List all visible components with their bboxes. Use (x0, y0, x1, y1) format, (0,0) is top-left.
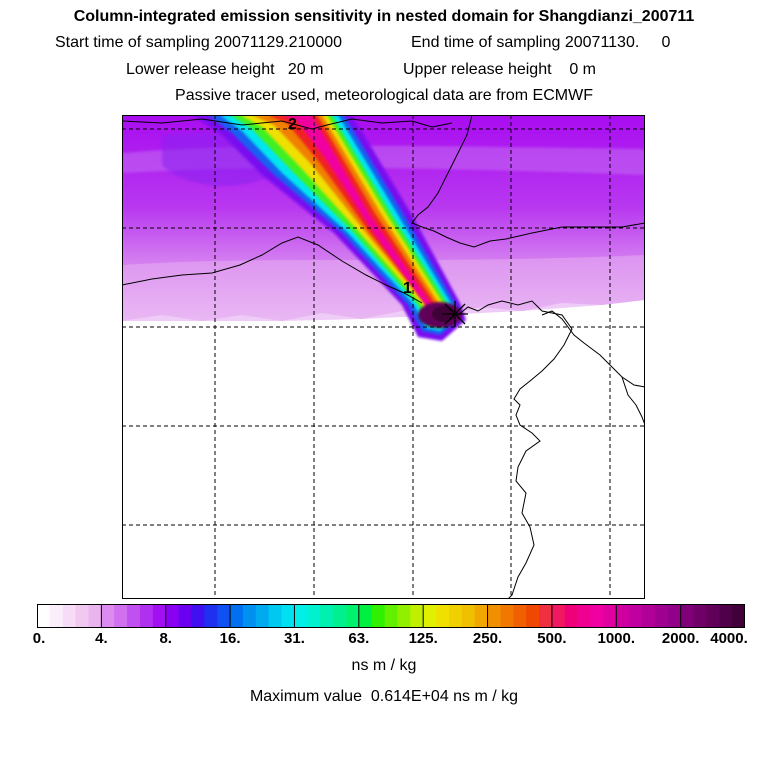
maximum-value-label: Maximum value 0.614E+04 ns m / kg (249, 688, 519, 705)
colorbar-cell (165, 604, 180, 628)
colorbar-tick-label: 16. (219, 630, 241, 647)
colorbar-cell (706, 604, 720, 628)
colorbar-cell (49, 604, 64, 628)
colorbar-cell (281, 604, 296, 628)
colorbar-cell (423, 604, 437, 628)
graticule (122, 115, 645, 599)
colorbar-cell (732, 604, 745, 628)
lower-release-height-label: Lower release height 20 m (126, 61, 324, 78)
colorbar-cell (88, 604, 102, 628)
colorbar-cell (242, 604, 257, 628)
units-label: ns m / kg (351, 657, 417, 674)
colorbar (37, 604, 745, 628)
colorbar-cell (191, 604, 205, 628)
border-line (122, 236, 423, 304)
colorbar-cell (268, 604, 283, 628)
colorbar-cell (436, 604, 450, 628)
start-time-label: Start time of sampling 20071129.210000 (55, 34, 343, 51)
colorbar-cell (461, 604, 476, 628)
coastline (411, 115, 645, 248)
colorbar-cell (564, 604, 579, 628)
colorbar-tick-label: 250. (472, 630, 503, 647)
colorbar-tick-label: 4. (95, 630, 108, 647)
colorbar-cell (551, 604, 566, 628)
colorbar-cell (513, 604, 527, 628)
colorbar-cell (217, 604, 231, 628)
colorbar-cell (178, 604, 193, 628)
colorbar-cell (487, 604, 502, 628)
colorbar-cell (320, 604, 334, 628)
colorbar-cell (139, 604, 154, 628)
colorbar-cell (204, 604, 218, 628)
colorbar-cell (255, 604, 270, 628)
colorbar-cell (719, 604, 733, 628)
colorbar-cell (577, 604, 592, 628)
colorbar-cell (62, 604, 77, 628)
colorbar-cell (358, 604, 373, 628)
plume-layer-magenta (282, 115, 436, 316)
upper-release-height-label: Upper release height 0 m (403, 61, 596, 78)
colorbar-cell (333, 604, 347, 628)
colorbar-tick-labels: 0. 4. 8. 16. 31. 63. 125. 250. 500. 1000. 2000. 400… (0, 630, 768, 650)
colorbar-cell (616, 604, 630, 628)
emission-sensitivity-map: 2 1 (122, 115, 645, 599)
colorbar-tick-label: 63. (348, 630, 370, 647)
colorbar-cell (539, 604, 553, 628)
colorbar-cell (75, 604, 90, 628)
trajectory-label-2: 2 (288, 116, 297, 133)
plume-layer-yellow (240, 115, 448, 325)
colorbar-cell (345, 604, 360, 628)
colorbar-cell (397, 604, 411, 628)
colorbar-cell (667, 604, 682, 628)
colorbar-cell (230, 604, 244, 628)
colorbar-cell (654, 604, 669, 628)
colorbar-cell (37, 604, 51, 628)
colorbar-cell (693, 604, 707, 628)
colorbar-cell (590, 604, 604, 628)
end-time-label: End time of sampling 20071130. 0 (411, 34, 671, 51)
colorbar-cell (410, 604, 424, 628)
border-line-north (122, 118, 453, 130)
colorbar-cell (101, 604, 115, 628)
colorbar-cell (603, 604, 617, 628)
coastline-east (621, 376, 645, 426)
map-frame (122, 115, 645, 599)
colorbar-cell (448, 604, 463, 628)
colorbar-cell (384, 604, 399, 628)
peninsula (541, 310, 645, 388)
colorbar-tick-label: 4000. (710, 630, 748, 647)
coastline-gulf (457, 300, 573, 599)
colorbar-cell (114, 604, 128, 628)
colorbar-cell (307, 604, 321, 628)
colorbar-tick-label: 8. (159, 630, 172, 647)
tracer-info-label: Passive tracer used, meteorological data… (175, 87, 593, 104)
colorbar-tick-label: 500. (537, 630, 567, 647)
colorbar-cell (500, 604, 514, 628)
colorbar-cell (629, 604, 643, 628)
colorbar-tick-label: 31. (284, 630, 305, 647)
colorbar-tick-label: 2000. (661, 630, 700, 647)
plot-title: Column-integrated emission sensitivity i… (73, 8, 695, 25)
colorbar-cell (642, 604, 656, 628)
colorbar-tick-label: 125. (408, 630, 438, 647)
colorbar-cell (526, 604, 540, 628)
colorbar-cell (474, 604, 489, 628)
colorbar-cell (294, 604, 308, 628)
receptor-marker (442, 301, 468, 327)
colorbar-cell (371, 604, 386, 628)
colorbar-cell (680, 604, 695, 628)
colorbar-cell (127, 604, 141, 628)
colorbar-cell (152, 604, 167, 628)
trajectory-label-1: 1 (403, 280, 412, 297)
colorbar-tick-label: 0. (32, 630, 46, 647)
colorbar-tick-label: 1000. (597, 630, 636, 647)
